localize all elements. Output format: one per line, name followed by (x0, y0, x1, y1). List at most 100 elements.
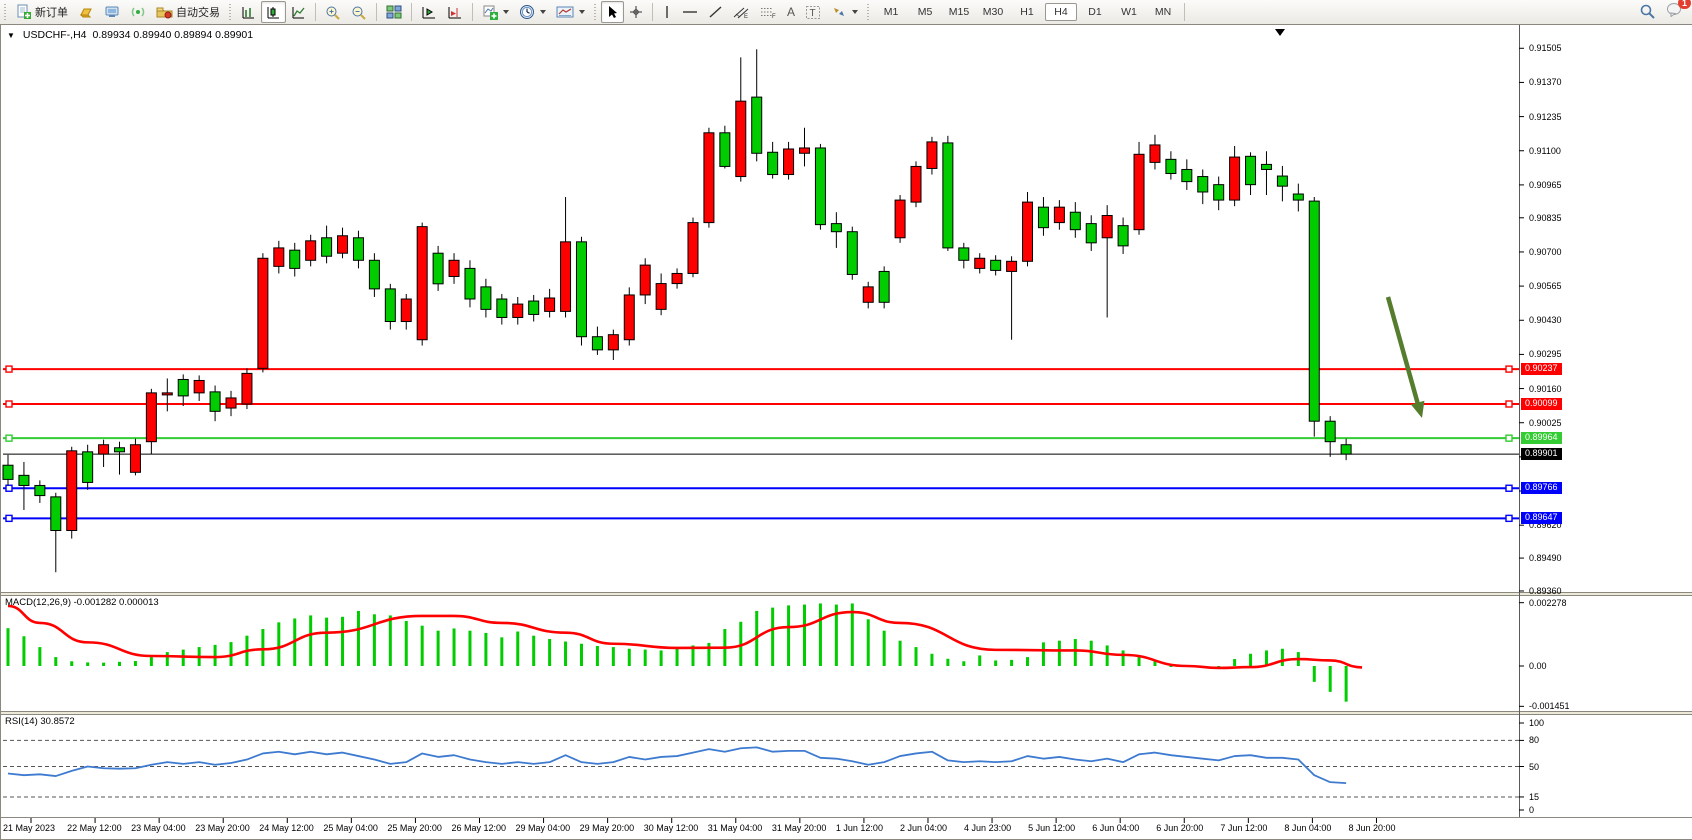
timeframe-h1-button[interactable]: H1 (1020, 6, 1034, 18)
price-axis-tick: 0.90835 (1529, 212, 1562, 223)
candle-body-bear (1037, 206, 1049, 229)
candle-body-bear (528, 300, 540, 315)
candle-body-bull (560, 241, 572, 312)
candle-body-bear (496, 298, 508, 318)
line-handle-right[interactable] (1505, 434, 1513, 442)
symbol-dropdown-icon[interactable]: ▼ (7, 30, 15, 40)
horizontal-line-icon (683, 11, 697, 13)
timeframe-d1-button[interactable]: D1 (1088, 6, 1102, 18)
svg-text:E: E (744, 14, 748, 19)
time-axis-label: 29 May 20:00 (579, 823, 635, 833)
line-handle-left[interactable] (5, 484, 13, 492)
timeframe-m30-button[interactable]: M30 (982, 6, 1004, 18)
line-handle-right[interactable] (1505, 365, 1513, 373)
macd-bar (548, 639, 552, 666)
macd-bar (643, 649, 647, 666)
line-handle-right[interactable] (1505, 484, 1513, 492)
notifications-button[interactable]: 1 (1666, 0, 1691, 20)
line-handle-left[interactable] (5, 365, 13, 373)
text-tool-icon: A (787, 5, 796, 19)
auto-trading-button[interactable]: 自动交易 (151, 1, 225, 23)
candle-body-bull (1133, 153, 1145, 231)
candle-body-bear (209, 391, 221, 412)
periods-button[interactable] (514, 1, 551, 23)
zoom-in-button[interactable] (320, 1, 346, 23)
horizontal-lines (3, 365, 1519, 523)
horizontal-line-tool[interactable] (677, 1, 703, 23)
channel-icon: E (733, 7, 749, 19)
macd-rsi-separator[interactable] (1, 711, 1692, 715)
templates-button[interactable] (551, 1, 590, 23)
macd-bar (532, 635, 536, 666)
time-axis-label: 1 Jun 12:00 (835, 823, 883, 833)
fibonacci-icon: F (761, 8, 776, 19)
equidistant-channel-tool[interactable]: E (728, 1, 755, 23)
macd-bar (420, 625, 424, 666)
cursor-tool-button[interactable] (601, 1, 624, 23)
line-chart-button[interactable] (286, 1, 311, 23)
candle-body-bear (2, 464, 14, 480)
market-watch-button[interactable] (73, 1, 99, 23)
auto-scroll-button[interactable] (416, 1, 442, 23)
macd-bar (341, 616, 345, 666)
macd-bar (213, 644, 217, 666)
timeframe-m5-button[interactable]: M5 (917, 6, 933, 18)
candle-body-bear (177, 378, 189, 397)
macd-bar (1233, 659, 1237, 666)
candle-body-bear (591, 336, 603, 351)
text-label-tool[interactable]: T (800, 1, 826, 23)
rsi-axis-tick: 15 (1529, 791, 1540, 802)
macd-bar (659, 650, 663, 666)
macd-bar (707, 642, 711, 666)
macd-bar (436, 630, 440, 666)
terminal-button[interactable] (99, 1, 125, 23)
search-icon[interactable] (1639, 3, 1656, 20)
arrows-tool[interactable] (826, 1, 863, 23)
text-tool[interactable]: A (782, 1, 800, 23)
indicators-button[interactable] (477, 1, 514, 23)
candle-body-bull (1053, 206, 1065, 224)
candle-body-bull (862, 286, 874, 303)
macd-bar (1073, 639, 1077, 666)
line-handle-left[interactable] (5, 434, 13, 442)
down-arrow-annotation[interactable] (1385, 296, 1425, 418)
candle-body-bear (432, 252, 444, 285)
candlestick-chart-button[interactable] (261, 1, 286, 23)
timeframe-h4-button[interactable]: H4 (1045, 3, 1078, 21)
time-axis-label: 31 May 04:00 (707, 823, 763, 833)
macd-indicator-label: MACD(12,26,9) -0.001282 0.000013 (5, 597, 159, 608)
timeframe-m1-button[interactable]: M1 (883, 6, 899, 18)
timeframe-w1-button[interactable]: W1 (1121, 6, 1137, 18)
trendline-tool[interactable] (703, 1, 728, 23)
vertical-line-tool[interactable] (657, 1, 677, 23)
line-handle-right[interactable] (1505, 514, 1513, 523)
timeframe-m15-button[interactable]: M15 (948, 6, 970, 18)
candle-body-bear (352, 237, 364, 261)
candle-body-bull (671, 272, 683, 285)
new-order-button[interactable]: 新订单 (11, 1, 73, 23)
cursor-icon (609, 6, 617, 18)
bar-chart-button[interactable] (236, 1, 261, 23)
line-handle-right[interactable] (1505, 400, 1513, 408)
tile-windows-button[interactable] (381, 1, 407, 23)
chart-canvas[interactable] (1, 25, 1692, 839)
zoom-out-button[interactable] (346, 1, 372, 23)
main-macd-separator[interactable] (1, 592, 1692, 596)
fibonacci-tool[interactable]: F (755, 1, 782, 23)
candlestick-chart-icon (267, 7, 279, 19)
line-handle-left[interactable] (5, 514, 13, 523)
timeframe-mn-button[interactable]: MN (1154, 6, 1172, 18)
price-badge-0.89647: 0.89647 (1521, 512, 1562, 525)
candle-body-bull (416, 226, 428, 341)
crosshair-tool-button[interactable] (624, 1, 648, 23)
signals-button[interactable] (125, 1, 151, 23)
line-handle-left[interactable] (5, 400, 13, 408)
macd-bar (564, 641, 568, 666)
time-axis-label: 21 May 2023 (3, 823, 56, 833)
candle-body-bull (337, 235, 349, 254)
svg-text:T: T (810, 8, 816, 19)
axis-ticks (30, 47, 1524, 823)
price-axis-tick: 0.90430 (1529, 315, 1562, 326)
chart-shift-button[interactable] (442, 1, 468, 23)
candle-body-bull (1101, 215, 1113, 239)
